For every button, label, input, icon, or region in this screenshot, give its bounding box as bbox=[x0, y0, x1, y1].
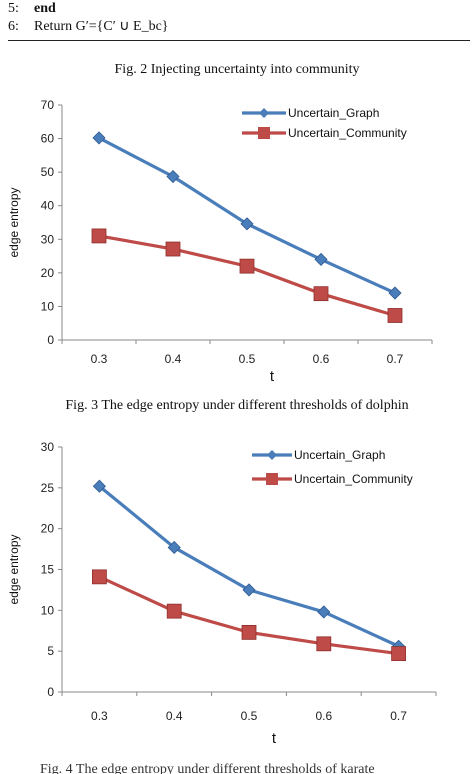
figure-4-caption: Fig. 4 The edge entropy under different … bbox=[40, 762, 375, 774]
chart-dolphin-edge-entropy: 0 10 20 30 40 50 60 70 0.3 0.4 0.5 0.6 0.7 t edge entr… bbox=[7, 98, 433, 385]
algorithm-line-6: 6: Return G′={C′ ∪ E_bc} bbox=[8, 18, 468, 36]
x-tick-label: 0.3 bbox=[91, 352, 108, 366]
y-tick-label: 50 bbox=[41, 165, 55, 179]
y-tick-label: 40 bbox=[41, 199, 55, 213]
x-tick-label: 0.7 bbox=[390, 709, 407, 723]
y-tick-label: 15 bbox=[41, 563, 55, 577]
x-tick-label: 0.3 bbox=[91, 709, 108, 723]
data-point-square bbox=[316, 636, 332, 652]
x-tick-label: 0.5 bbox=[241, 709, 258, 723]
y-axis-label: edge entropy bbox=[7, 187, 21, 257]
y-tick-label: 5 bbox=[47, 644, 54, 658]
x-axis-label: t bbox=[270, 368, 275, 385]
y-tick-label: 60 bbox=[41, 132, 55, 146]
x-tick-label: 0.4 bbox=[166, 709, 183, 723]
x-tick-label: 0.5 bbox=[239, 352, 256, 366]
data-point-diamond bbox=[92, 131, 106, 145]
algorithm-bottom-rule bbox=[8, 40, 470, 41]
data-point-diamond bbox=[317, 605, 331, 619]
x-axis-label: t bbox=[272, 730, 277, 747]
algorithm-fragment: 5: end 6: Return G′={C′ ∪ E_bc} bbox=[8, 0, 468, 36]
data-point-diamond bbox=[388, 286, 402, 300]
line-number: 5: bbox=[8, 1, 19, 16]
data-point-diamond bbox=[240, 217, 254, 231]
data-point-square bbox=[166, 603, 182, 619]
algorithm-line-5: 5: end bbox=[8, 0, 468, 18]
y-tick-label: 10 bbox=[41, 603, 55, 617]
x-tick-label: 0.6 bbox=[313, 352, 330, 366]
y-tick-label: 0 bbox=[47, 333, 54, 347]
data-point-diamond bbox=[242, 583, 256, 597]
data-point-diamond bbox=[167, 540, 181, 555]
series-line-1 bbox=[98, 234, 396, 318]
y-tick-label: 30 bbox=[41, 232, 55, 246]
x-tick-label: 0.7 bbox=[387, 352, 404, 366]
legend-marker-square bbox=[266, 473, 278, 485]
data-point-square bbox=[387, 308, 403, 323]
return-statement: Return G′={C′ ∪ E_bc} bbox=[34, 19, 169, 34]
y-axis-label: edge entropy bbox=[7, 534, 21, 604]
legend-label: Uncertain_Community bbox=[288, 126, 407, 140]
keyword-end: end bbox=[34, 1, 56, 16]
legend-label: Uncertain_Community bbox=[294, 472, 413, 486]
legend-label: Uncertain_Graph bbox=[294, 448, 385, 462]
y-tick-label: 30 bbox=[41, 440, 55, 454]
data-point-square bbox=[92, 569, 107, 585]
y-tick-label: 25 bbox=[41, 481, 55, 495]
data-point-diamond bbox=[92, 479, 106, 493]
legend-marker-square bbox=[258, 127, 270, 139]
data-point-square bbox=[391, 646, 407, 662]
data-point-square bbox=[239, 258, 255, 274]
legend-marker-diamond bbox=[267, 450, 277, 460]
figure-2-caption: Fig. 2 Injecting uncertainty into commun… bbox=[114, 62, 360, 77]
figure-4-caption-partial: Fig. 4 The edge entropy under different … bbox=[0, 762, 474, 774]
data-point-diamond bbox=[166, 169, 180, 184]
y-tick-label: 20 bbox=[41, 266, 55, 280]
data-point-square bbox=[241, 624, 257, 640]
chart-karate-edge-entropy: 0 5 10 15 20 25 30 0.3 0.4 0.5 0.6 0.7 t edge entropy… bbox=[7, 440, 437, 747]
figure-3-caption: Fig. 3 The edge entropy under different … bbox=[65, 398, 409, 413]
data-point-diamond bbox=[314, 252, 328, 266]
data-point-square bbox=[313, 286, 329, 302]
y-tick-label: 10 bbox=[41, 299, 55, 313]
data-point-square bbox=[165, 241, 181, 257]
y-tick-label: 0 bbox=[47, 685, 54, 699]
legend-label: Uncertain_Graph bbox=[288, 106, 379, 120]
x-tick-label: 0.6 bbox=[315, 709, 332, 723]
y-tick-label: 20 bbox=[41, 522, 55, 536]
y-tick-label: 70 bbox=[41, 98, 55, 112]
legend-marker-diamond bbox=[259, 108, 269, 118]
x-tick-label: 0.4 bbox=[165, 352, 182, 366]
data-point-square bbox=[91, 228, 107, 244]
series-line-0 bbox=[98, 484, 400, 648]
line-number: 6: bbox=[8, 19, 19, 34]
